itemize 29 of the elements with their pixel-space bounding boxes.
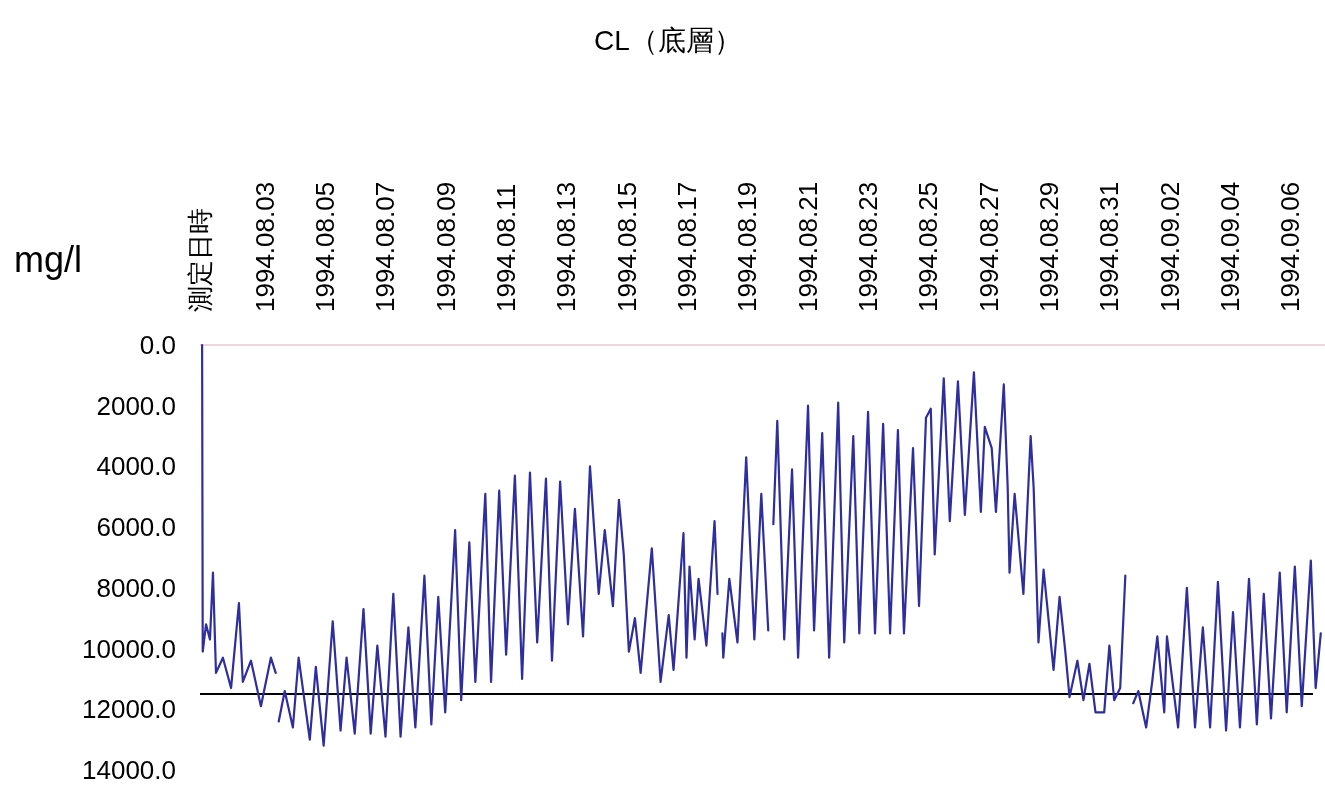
x-tick-label: 1994.08.09	[430, 181, 461, 312]
x-tick-label: 1994.08.15	[611, 181, 642, 312]
y-tick-label: 4000.0	[96, 451, 176, 482]
x-tick-label: 1994.08.13	[551, 181, 582, 312]
x-tick-label: 1994.08.05	[310, 181, 341, 312]
x-tick-label: 1994.08.25	[913, 181, 944, 312]
x-tick-label: 1994.08.17	[672, 181, 703, 312]
y-tick-label: 14000.0	[82, 755, 176, 785]
x-tick-label: 1994.08.03	[249, 181, 280, 312]
x-tick-label: 1994.08.27	[973, 181, 1004, 312]
x-tick-label: 1994.08.29	[1034, 181, 1065, 312]
y-tick-label: 0.0	[139, 330, 176, 360]
x-tick-label: 測定日時	[185, 208, 215, 312]
chart-title: CL（底層）	[594, 25, 742, 56]
y-tick-label: 10000.0	[82, 633, 176, 664]
x-tick-label: 1994.08.23	[853, 181, 884, 312]
x-tick-label: 1994.08.07	[370, 181, 401, 312]
y-tick-label: 12000.0	[82, 694, 176, 725]
y-tick-label: 8000.0	[96, 572, 176, 603]
x-tick-label: 1994.09.04	[1214, 181, 1245, 312]
y-tick-label: 6000.0	[96, 512, 176, 543]
x-tick-label: 1994.08.11	[491, 183, 522, 312]
x-tick-label: 1994.08.31	[1094, 181, 1125, 312]
x-tick-label: 1994.08.21	[792, 181, 823, 312]
x-tick-label: 1994.09.06	[1275, 181, 1306, 312]
x-tick-label: 1994.08.19	[732, 181, 763, 312]
y-tick-label: 2000.0	[96, 390, 176, 421]
x-tick-label: 1994.09.02	[1154, 181, 1185, 312]
y-axis-title: mg/l	[14, 239, 83, 280]
